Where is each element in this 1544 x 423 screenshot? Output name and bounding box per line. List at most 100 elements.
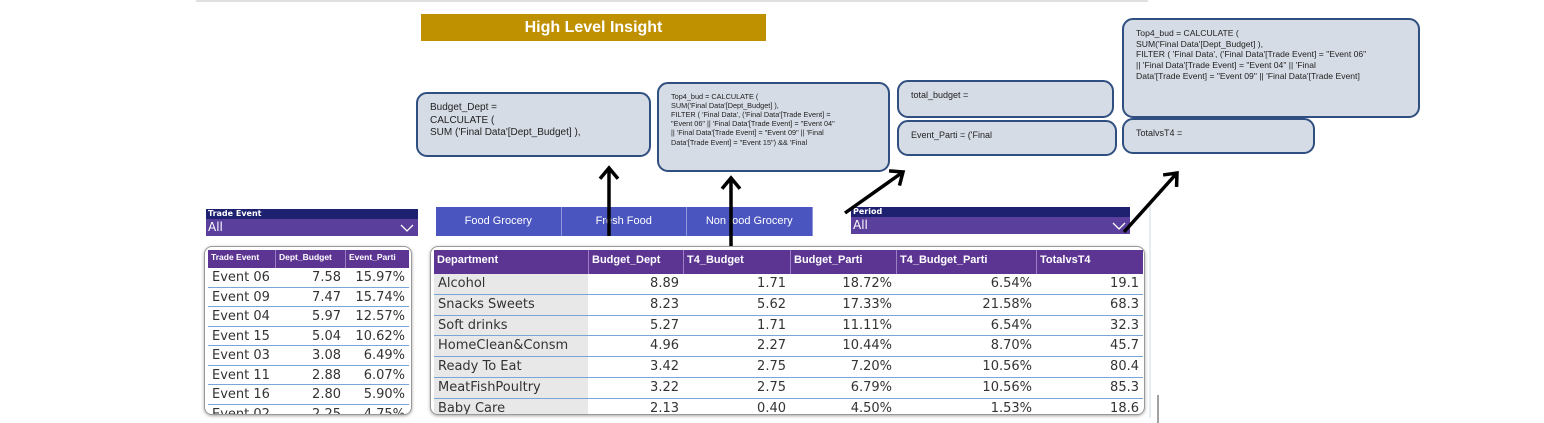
formula-callout: Event_Parti = ('Final — [897, 120, 1117, 156]
table-cell: 18.72% — [790, 274, 896, 295]
chevron — [400, 224, 414, 232]
table-cell: 0.40 — [683, 398, 790, 414]
table-cell: Event 03 — [208, 346, 275, 366]
table-cell: 12.57% — [345, 307, 409, 327]
table-cell: Baby Care — [434, 398, 588, 414]
table-cell: 5.27 — [588, 315, 683, 337]
table-cell: 6.54% — [896, 315, 1036, 337]
table-cell: 6.49% — [345, 346, 409, 366]
table-cell: 10.56% — [896, 378, 1036, 399]
slicer-value: All — [206, 219, 418, 236]
formula-line: Data'[Trade Event] = "Event 15") && 'Fin… — [671, 137, 808, 147]
column-header[interactable]: TotalvsT4 — [1036, 250, 1143, 274]
formula-line: || 'Final Data'[Trade Event] = "Event 04… — [1136, 60, 1316, 71]
formula-line: CALCULATE ( — [430, 114, 495, 126]
column-header[interactable]: T4_Budget — [683, 250, 790, 274]
table-cell: 1.71 — [683, 315, 790, 337]
table-cell: 17.33% — [790, 294, 896, 316]
formula-line: FILTER ( 'Final Data', ('Final Data'[Tra… — [671, 110, 831, 120]
table-cell: 21.58% — [896, 294, 1036, 316]
table-cell: 5.90% — [345, 385, 409, 405]
table-cell: 18.6 — [1036, 398, 1143, 414]
table-cell: 2.80 — [275, 385, 345, 405]
table-cell: 5.97 — [275, 307, 345, 327]
table-cell: 45.7 — [1036, 336, 1143, 358]
formula-line: TotalvsT4 = — [1136, 128, 1183, 138]
table-cell: 4.75% — [345, 404, 409, 414]
slicer[interactable]: Trade Event All — [206, 209, 418, 237]
table: Department Budget_Dept T4_Budget Budget_Par… — [430, 246, 1145, 415]
column-header[interactable]: Department — [434, 250, 588, 274]
table-cell: 1.53% — [896, 398, 1036, 414]
formula-line: Top4_bud = CALCULATE ( — [1136, 28, 1239, 38]
formula-line: Data'[Trade Event] = "Event 09" || 'Fina… — [1136, 70, 1360, 81]
table-cell: 7.47 — [275, 287, 345, 307]
table-cell: 7.58 — [275, 268, 345, 288]
slicer-label: Trade Event — [206, 209, 418, 219]
table-cell: 32.3 — [1036, 315, 1143, 337]
formula-line: Budget_Dept = — [430, 102, 497, 113]
dropdown-chevron[interactable] — [1112, 222, 1126, 230]
table-cell: 2.75 — [683, 378, 790, 399]
table-cell: 19.1 — [1036, 274, 1143, 295]
table-cell: Ready To Eat — [434, 357, 588, 378]
table-cell: 3.42 — [588, 357, 683, 378]
table-cell: Soft drinks — [434, 315, 588, 337]
formula-callout: total_budget = — [897, 80, 1114, 118]
column-header[interactable]: T4_Budget_Parti — [896, 250, 1036, 274]
filter-button[interactable]: Fresh Food — [561, 207, 687, 236]
table-cell: 5.04 — [275, 326, 345, 346]
table-cell: Event 02 — [208, 404, 275, 414]
table-cell: 2.25 — [275, 404, 345, 414]
table-cell: 11.11% — [790, 315, 896, 337]
table-cell: 6.07% — [345, 365, 409, 385]
table-cell: 8.70% — [896, 336, 1036, 358]
chevron — [1112, 222, 1126, 230]
table-cell: HomeClean&Consm — [434, 336, 588, 358]
column-header[interactable]: Dept_Budget — [275, 250, 345, 268]
table-cell: Snacks Sweets — [434, 294, 588, 316]
formula-line: Event_Parti = ('Final — [911, 130, 993, 140]
filter-button[interactable]: Non food Grocery — [687, 207, 813, 236]
formula-line: FILTER ( 'Final Data', ('Final Data'[Tra… — [1136, 49, 1367, 60]
table-cell: Event 15 — [208, 326, 275, 346]
table-cell: 8.23 — [588, 294, 683, 316]
table-cell: MeatFishPoultry — [434, 378, 588, 399]
formula-line: || 'Final Data'[Trade Event] = "Event 09… — [671, 128, 824, 138]
filter-button[interactable]: Food Grocery — [436, 207, 562, 236]
title-bar: High Level Insight — [421, 14, 766, 41]
slicer-label: Period — [851, 207, 1130, 217]
table: Trade Event Dept_Budget Event_Parti Event 0… — [204, 246, 412, 415]
formula-line: "Event 06" || 'Final Data'[Trade Event] … — [671, 119, 835, 129]
slicer[interactable]: Period All — [851, 207, 1130, 235]
column-header[interactable]: Event_Parti — [345, 250, 409, 268]
table-cell: 7.20% — [790, 357, 896, 378]
table-cell: 15.97% — [345, 268, 409, 288]
table-cell: 4.50% — [790, 398, 896, 414]
table-cell: 6.54% — [896, 274, 1036, 295]
dropdown-chevron[interactable] — [400, 224, 414, 232]
table-cell: 6.79% — [790, 378, 896, 399]
slicer-value: All — [851, 217, 1130, 234]
table-cell: Alcohol — [434, 274, 588, 295]
column-header[interactable]: Budget_Dept — [588, 250, 683, 274]
table-cell: Event 16 — [208, 385, 275, 405]
table-cell: 85.3 — [1036, 378, 1143, 399]
column-header[interactable]: Trade Event — [208, 250, 275, 268]
table-cell: Event 06 — [208, 268, 275, 288]
column-header[interactable]: Budget_Parti — [790, 250, 896, 274]
table-cell: 2.75 — [683, 357, 790, 378]
table-cell: 2.27 — [683, 336, 790, 358]
formula-line: SUM ('Final Data'[Dept_Budget] ), — [430, 127, 581, 138]
formula-callout: TotalvsT4 = — [1122, 118, 1315, 154]
formula-line: SUM('Final Data'[Dept_Budget] ), — [1136, 38, 1263, 49]
table-cell: 3.22 — [588, 378, 683, 399]
table-cell: Event 04 — [208, 307, 275, 327]
table-cell: 10.44% — [790, 336, 896, 358]
table-cell: 5.62 — [683, 294, 790, 316]
formula-line: total_budget = — [911, 90, 969, 100]
table-cell: 2.13 — [588, 398, 683, 414]
table-cell: 10.62% — [345, 326, 409, 346]
